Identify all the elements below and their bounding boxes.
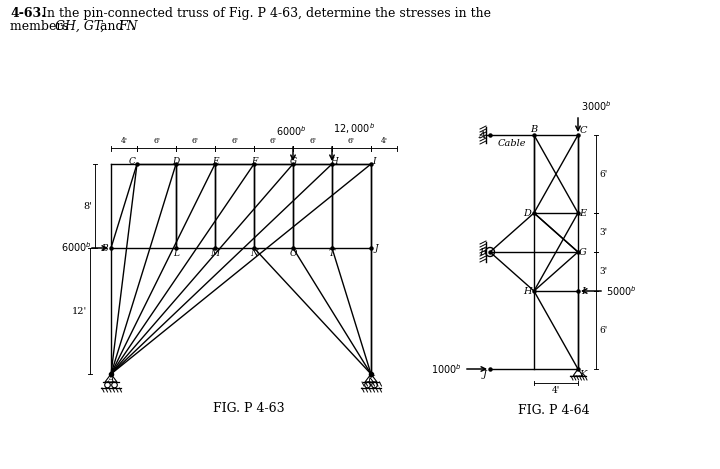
Text: K: K — [368, 375, 374, 384]
Text: 3': 3' — [599, 228, 607, 237]
Text: J: J — [374, 243, 378, 252]
Text: members: members — [10, 20, 73, 33]
Text: 3': 3' — [599, 267, 607, 276]
Text: $3000^b$: $3000^b$ — [581, 99, 612, 113]
Text: F: F — [251, 157, 257, 166]
Text: 6': 6' — [153, 137, 160, 145]
Text: M: M — [210, 249, 220, 257]
Text: $5000^b$: $5000^b$ — [606, 284, 637, 298]
Text: B: B — [531, 124, 538, 134]
Text: 4': 4' — [120, 137, 127, 145]
Text: B: B — [101, 243, 107, 252]
Text: L: L — [173, 249, 179, 257]
Text: C: C — [580, 126, 587, 135]
Text: $12,000^b$: $12,000^b$ — [333, 121, 375, 136]
Text: E: E — [580, 209, 587, 218]
Text: GH, GT,: GH, GT, — [55, 20, 104, 33]
Text: G: G — [579, 248, 587, 257]
Text: .: . — [131, 20, 135, 33]
Text: In the pin-connected truss of Fig. P 4-63, determine the stresses in the: In the pin-connected truss of Fig. P 4-6… — [42, 7, 491, 20]
Text: 6': 6' — [348, 137, 355, 145]
Text: 8': 8' — [83, 202, 91, 211]
Text: 6': 6' — [309, 137, 316, 145]
Text: H: H — [523, 287, 531, 295]
Text: T: T — [329, 249, 335, 257]
Text: E: E — [212, 157, 218, 166]
Text: A: A — [479, 130, 485, 139]
Text: D: D — [172, 157, 179, 166]
Text: FN: FN — [118, 20, 138, 33]
Text: F: F — [480, 248, 487, 257]
Text: FIG. P 4-64: FIG. P 4-64 — [518, 404, 590, 417]
Text: J: J — [483, 370, 487, 378]
Text: FIG. P 4-63: FIG. P 4-63 — [213, 402, 285, 415]
Text: 6': 6' — [270, 137, 277, 145]
Text: C: C — [129, 157, 135, 166]
Text: A: A — [108, 375, 114, 384]
Text: G: G — [289, 157, 297, 166]
Text: $1000^b$: $1000^b$ — [431, 362, 462, 376]
Text: 4': 4' — [552, 386, 560, 395]
Text: 4': 4' — [380, 137, 387, 145]
Text: 6': 6' — [192, 137, 199, 145]
Text: $6000^b$: $6000^b$ — [61, 240, 92, 254]
Text: H: H — [330, 157, 338, 166]
Text: and: and — [96, 20, 127, 33]
Text: N: N — [250, 249, 258, 257]
Text: I: I — [581, 287, 585, 295]
Text: $6000^b$: $6000^b$ — [276, 124, 307, 138]
Text: 12': 12' — [72, 307, 87, 316]
Text: 6': 6' — [599, 169, 607, 179]
Text: I: I — [372, 157, 376, 166]
Text: D: D — [523, 209, 531, 218]
Text: Cable: Cable — [498, 139, 526, 148]
Text: O: O — [289, 249, 297, 257]
Text: 4-63.: 4-63. — [10, 7, 45, 20]
Text: 6': 6' — [599, 325, 607, 334]
Text: K: K — [580, 370, 587, 378]
Text: 6': 6' — [231, 137, 238, 145]
